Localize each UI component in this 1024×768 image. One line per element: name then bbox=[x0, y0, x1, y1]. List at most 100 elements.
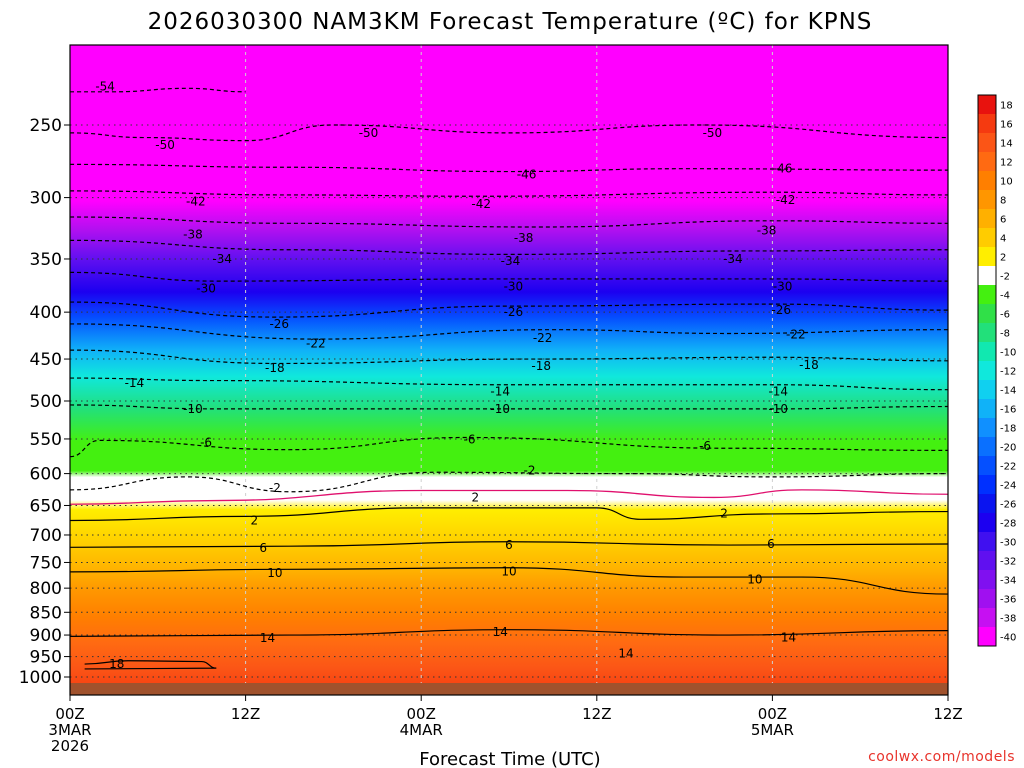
y-tick-label: 550 bbox=[30, 430, 62, 450]
colorbar-swatch bbox=[978, 551, 996, 571]
colorbar-tick-label: 18 bbox=[1000, 101, 1013, 112]
contour-label: -50 bbox=[359, 126, 379, 140]
colorbar: 18 16 14 12 10 8 6 4 2 -2 -4 -6 -8 -10 -12 -14 -16 -18 -20… bbox=[977, 94, 1016, 647]
colorbar-swatch bbox=[978, 456, 996, 476]
contour-label: -18 bbox=[265, 361, 285, 375]
x-tick-label: 2026 bbox=[51, 737, 89, 755]
colorbar-tick-label: -24 bbox=[1000, 481, 1016, 492]
colorbar-swatch bbox=[978, 266, 996, 286]
colorbar-tick-label: -16 bbox=[1000, 405, 1016, 416]
colorbar-swatch bbox=[978, 532, 996, 552]
contour-label: 18 bbox=[109, 657, 124, 671]
contour-label: -38 bbox=[183, 227, 203, 241]
contour-label: -38 bbox=[514, 231, 534, 245]
colorbar-tick-label: -8 bbox=[1000, 329, 1010, 340]
colorbar-swatch bbox=[978, 323, 996, 343]
ground-surface bbox=[70, 683, 948, 695]
contour-label: -22 bbox=[306, 337, 326, 351]
contour-line bbox=[70, 629, 948, 637]
colorbar-tick-label: -14 bbox=[1000, 386, 1016, 397]
colorbar-swatch bbox=[978, 190, 996, 210]
colorbar-swatch bbox=[978, 513, 996, 533]
contour-label: -2 bbox=[524, 463, 536, 477]
y-tick-label: 750 bbox=[30, 553, 62, 573]
contour-label: -26 bbox=[771, 303, 791, 317]
contour-label: 14 bbox=[493, 625, 508, 639]
colorbar-tick-label: 8 bbox=[1000, 196, 1006, 207]
contour-label: -6 bbox=[464, 433, 476, 447]
contour-line bbox=[70, 323, 948, 340]
colorbar-swatch bbox=[978, 95, 996, 115]
plot-area: -54 -50 -50 -50 -46 -46 -42 -42 -42 -38 -38 -38 -34 -… bbox=[70, 45, 948, 695]
y-tick-label: 400 bbox=[30, 303, 62, 323]
contour-label: 14 bbox=[781, 630, 796, 644]
colorbar-frame bbox=[977, 94, 997, 647]
contour-label: 6 bbox=[767, 537, 775, 551]
colorbar-tick-label: 14 bbox=[1000, 139, 1013, 150]
contour-label: -30 bbox=[196, 282, 216, 296]
temperature-field bbox=[70, 45, 948, 695]
colorbar-tick-label: -26 bbox=[1000, 500, 1016, 511]
contour-label: -42 bbox=[186, 195, 206, 209]
colorbar-tick-label: -20 bbox=[1000, 443, 1016, 454]
contour-label: -26 bbox=[504, 305, 524, 319]
colorbar-tick-label: -22 bbox=[1000, 462, 1016, 473]
y-tick-label: 450 bbox=[30, 350, 62, 370]
contour-label: 10 bbox=[267, 566, 282, 580]
contour-label: -18 bbox=[531, 359, 551, 373]
contour-label: 6 bbox=[259, 541, 267, 555]
y-tick-label: 500 bbox=[30, 392, 62, 412]
y-tick-label: 700 bbox=[30, 526, 62, 546]
colorbar-tick-label: 16 bbox=[1000, 120, 1013, 131]
x-tick-label: 5MAR bbox=[751, 721, 794, 739]
x-tick-label: 12Z bbox=[582, 705, 611, 723]
y-tick-label: 800 bbox=[30, 579, 62, 599]
colorbar-tick-label: -30 bbox=[1000, 538, 1016, 549]
x-tick-label: 00Z bbox=[407, 705, 436, 723]
y-axis: 250 300 350 400 450 500 550 600 650 700 750 800 850 9… bbox=[19, 116, 70, 688]
contour-label: -6 bbox=[200, 436, 212, 450]
colorbar-tick-label: -10 bbox=[1000, 348, 1016, 359]
colorbar-swatch bbox=[978, 209, 996, 229]
contour-label: -42 bbox=[776, 193, 796, 207]
colorbar-tick-label: 12 bbox=[1000, 158, 1013, 169]
credit-text: coolwx.com/models bbox=[868, 749, 1015, 765]
contour-line bbox=[70, 271, 948, 282]
contour-label: 10 bbox=[501, 564, 516, 578]
x-tick-label: 00Z bbox=[758, 705, 787, 723]
colorbar-swatch bbox=[978, 247, 996, 267]
colorbar-swatch bbox=[978, 418, 996, 438]
contour-label: -46 bbox=[517, 167, 537, 181]
colorbar-swatch bbox=[978, 152, 996, 172]
contour-line bbox=[70, 349, 948, 365]
contour-label: -10 bbox=[490, 402, 510, 416]
colorbar-tick-label: -36 bbox=[1000, 595, 1016, 606]
contour-label: -50 bbox=[155, 138, 175, 152]
contour-label: -2 bbox=[269, 481, 281, 495]
y-tick-label: 900 bbox=[30, 626, 62, 646]
contour-line bbox=[70, 489, 948, 505]
colorbar-swatch bbox=[978, 228, 996, 248]
colorbar-swatch bbox=[978, 171, 996, 191]
y-tick-label: 650 bbox=[30, 496, 62, 516]
contour-label: -30 bbox=[504, 279, 524, 293]
contour-label: -14 bbox=[125, 376, 145, 390]
contour-label: 6 bbox=[505, 538, 513, 552]
contour-line bbox=[70, 471, 948, 493]
contour-label: -10 bbox=[183, 402, 203, 416]
colorbar-tick-label: -18 bbox=[1000, 424, 1016, 435]
contour-label: -18 bbox=[799, 358, 819, 372]
colorbar-swatch bbox=[978, 627, 996, 647]
colorbar-swatch bbox=[978, 342, 996, 362]
contour-label: -30 bbox=[773, 279, 793, 293]
x-tick-label: 4MAR bbox=[400, 721, 443, 739]
contour-line bbox=[84, 660, 217, 670]
colorbar-swatch bbox=[978, 437, 996, 457]
contour-label: -34 bbox=[723, 252, 743, 266]
contour-label: -26 bbox=[269, 317, 289, 331]
y-tick-label: 950 bbox=[30, 648, 62, 668]
colorbar-swatch bbox=[978, 380, 996, 400]
gridlines bbox=[70, 45, 948, 695]
colorbar-tick-label: -4 bbox=[1000, 291, 1010, 302]
